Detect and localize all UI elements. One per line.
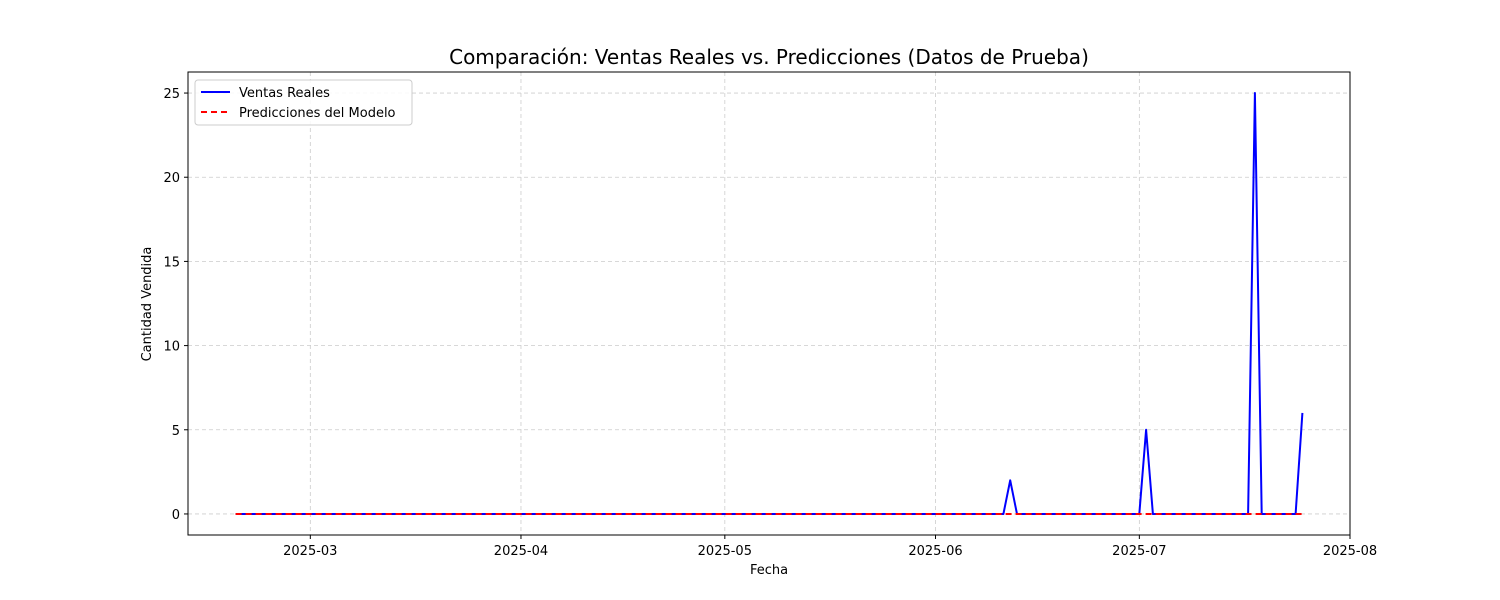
x-tick-label: 2025-06	[908, 544, 962, 559]
legend: Ventas Reales Predicciones del Modelo	[194, 79, 413, 126]
legend-label: Ventas Reales	[239, 86, 330, 101]
y-tick-label: 0	[172, 508, 180, 523]
x-tick-label: 2025-08	[1323, 544, 1377, 559]
y-axis-label: Cantidad Vendida	[140, 247, 155, 362]
grid	[188, 72, 1351, 535]
y-tick-label: 5	[172, 424, 180, 439]
chart-title: Comparación: Ventas Reales vs. Prediccio…	[449, 45, 1089, 69]
x-tick-label: 2025-07	[1112, 544, 1166, 559]
y-tick-label: 10	[163, 340, 180, 355]
y-tick-label: 15	[163, 255, 180, 270]
x-tick-label: 2025-05	[698, 544, 752, 559]
series-layer	[235, 92, 1304, 515]
x-axis-ticks: 2025-03 2025-04 2025-05 2025-06 2025-07 2025-…	[283, 535, 1377, 559]
x-axis-label: Fecha	[750, 563, 788, 578]
x-tick-label: 2025-03	[283, 544, 337, 559]
x-tick-label: 2025-04	[494, 544, 548, 559]
y-tick-label: 25	[163, 87, 180, 102]
legend-label: Predicciones del Modelo	[239, 106, 396, 121]
legend-box	[194, 79, 413, 126]
y-tick-label: 20	[163, 171, 180, 186]
plot-frame	[187, 71, 1351, 536]
y-axis-ticks: 0 5 10 15 20 25	[163, 87, 188, 523]
